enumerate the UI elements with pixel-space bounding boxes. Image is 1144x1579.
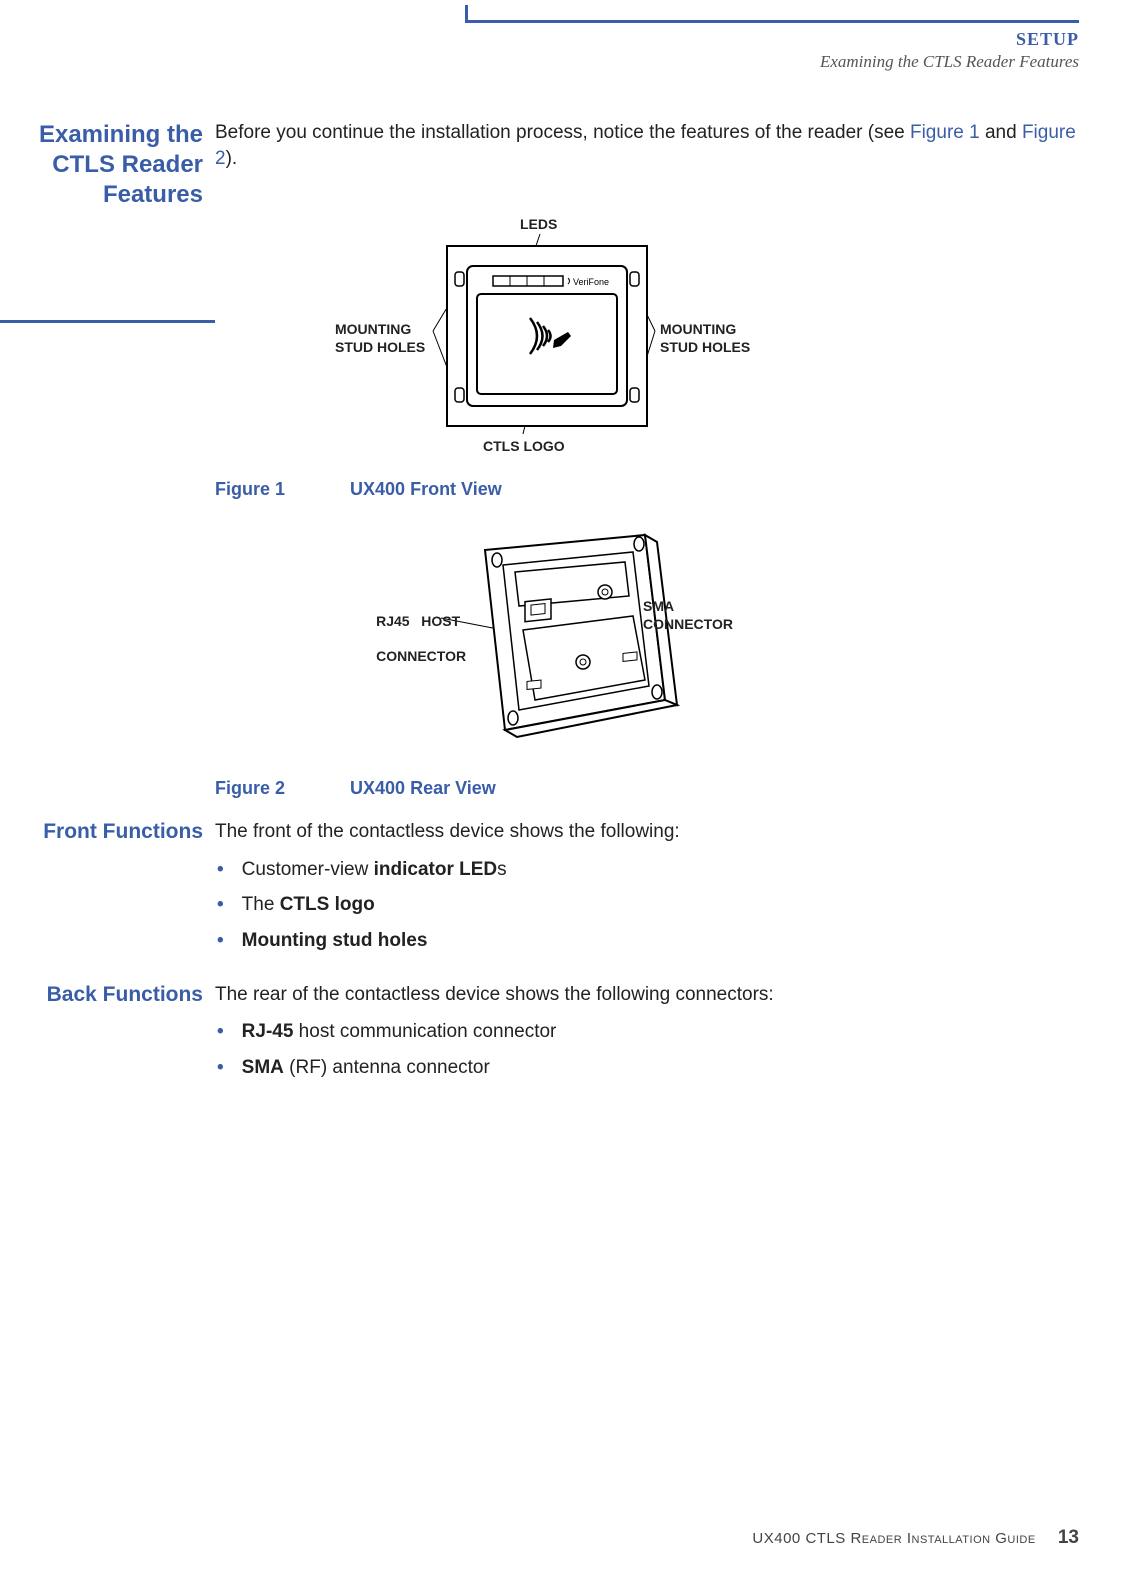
intro-post: ). (226, 148, 238, 169)
rj45-l2: CONNECTOR (376, 648, 466, 664)
back-intro: The rear of the contactless device shows… (215, 982, 1079, 1008)
li1-pre: The (242, 894, 280, 915)
figure-2-svg (215, 520, 895, 750)
figure-1-diagram: LEDS MOUNTING STUD HOLES MOUNTING STUD H… (215, 216, 1079, 461)
figure-2-block: RJ45 HOST CONNECTOR SMA CONNECTOR (215, 520, 1079, 750)
left-stud-l2: STUD HOLES (335, 339, 425, 355)
front-functions-body: The front of the contactless device show… (215, 819, 1079, 964)
callout-rj45: RJ45 HOST CONNECTOR (345, 595, 466, 683)
side-heading-examining: Examining the CTLS Reader Features (0, 120, 215, 210)
li0-post: s (497, 859, 507, 880)
figure-1-svg: VeriFone (215, 216, 895, 461)
side-heading-back: Back Functions (0, 982, 215, 1008)
callout-sma: SMA CONNECTOR (643, 598, 733, 633)
figure-2-diagram: RJ45 HOST CONNECTOR SMA CONNECTOR (215, 520, 1079, 750)
bullet-icon: • (217, 1019, 224, 1045)
figure-1-block: LEDS MOUNTING STUD HOLES MOUNTING STUD H… (215, 216, 1079, 461)
front-intro: The front of the contactless device show… (215, 819, 1079, 845)
page-header: SETUP Examining the CTLS Reader Features (465, 20, 1079, 72)
callout-leds: LEDS (520, 216, 557, 234)
bli1-post: (RF) antenna connector (284, 1057, 490, 1078)
right-stud-l2: STUD HOLES (660, 339, 750, 355)
side-heading-front: Front Functions (0, 819, 215, 845)
figure-2-caption: Figure 2 UX400 Rear View (215, 778, 1079, 799)
figure-1-caption: Figure 1 UX400 Front View (215, 479, 1079, 500)
bullet-icon: • (217, 1055, 224, 1081)
footer-guide: UX400 CTLS Reader Installation Guide (752, 1530, 1035, 1547)
header-section-title: SETUP (465, 29, 1079, 50)
intro-paragraph: Before you continue the installation pro… (215, 120, 1079, 171)
section-examining: Examining the CTLS Reader Features Befor… (0, 120, 1079, 210)
heading-text: Examining the CTLS Reader Features (39, 121, 203, 208)
intro-pre: Before you continue the installation pro… (215, 122, 910, 143)
list-item: • SMA (RF) antenna connector (215, 1055, 1079, 1081)
sma-l1: SMA (643, 598, 674, 614)
figure-1-title: UX400 Front View (350, 479, 502, 499)
list-item: • Customer-view indicator LEDs (215, 857, 1079, 883)
sma-l2: CONNECTOR (643, 616, 733, 632)
callout-right-stud: MOUNTING STUD HOLES (660, 321, 750, 356)
bli0-bold: RJ-45 (242, 1021, 294, 1042)
section-back-functions: Back Functions The rear of the contactle… (0, 982, 1079, 1091)
callout-left-stud: MOUNTING STUD HOLES (335, 321, 425, 356)
figure-2-label: Figure 2 (215, 778, 285, 798)
li0-bold: indicator LED (374, 859, 498, 880)
back-functions-body: The rear of the contactless device shows… (215, 982, 1079, 1091)
bullet-icon: • (217, 928, 224, 954)
bli1-bold: SMA (242, 1057, 284, 1078)
callout-ctls-logo: CTLS LOGO (483, 438, 565, 456)
bullet-icon: • (217, 892, 224, 918)
footer-page-number: 13 (1058, 1527, 1079, 1548)
li1-bold: CTLS logo (280, 894, 375, 915)
page-footer: UX400 CTLS Reader Installation Guide 13 (752, 1527, 1079, 1549)
list-item: • The CTLS logo (215, 892, 1079, 918)
figure-1-label: Figure 1 (215, 479, 285, 499)
link-figure-1[interactable]: Figure 1 (910, 122, 980, 143)
right-stud-l1: MOUNTING (660, 321, 736, 337)
rj45-l1: RJ45 HOST (376, 613, 460, 629)
content-area: Examining the CTLS Reader Features Befor… (0, 120, 1079, 1090)
front-list: • Customer-view indicator LEDs • The CTLS … (215, 857, 1079, 954)
heading-underline (0, 320, 215, 323)
section-front-functions: Front Functions The front of the contact… (0, 819, 1079, 964)
intro-mid: and (980, 122, 1022, 143)
list-item: • Mounting stud holes (215, 928, 1079, 954)
brand-text: VeriFone (573, 277, 609, 287)
left-stud-l1: MOUNTING (335, 321, 411, 337)
header-vertical-rule (465, 5, 468, 23)
list-item: • RJ-45 host communication connector (215, 1019, 1079, 1045)
back-list: • RJ-45 host communication connector • SMA… (215, 1019, 1079, 1080)
bullet-icon: • (217, 857, 224, 883)
figure-2-title: UX400 Rear View (350, 778, 496, 798)
li2-bold: Mounting stud holes (242, 930, 428, 951)
li0-pre: Customer-view (242, 859, 374, 880)
header-subtitle: Examining the CTLS Reader Features (465, 52, 1079, 72)
bli0-post: host communication connector (293, 1021, 556, 1042)
